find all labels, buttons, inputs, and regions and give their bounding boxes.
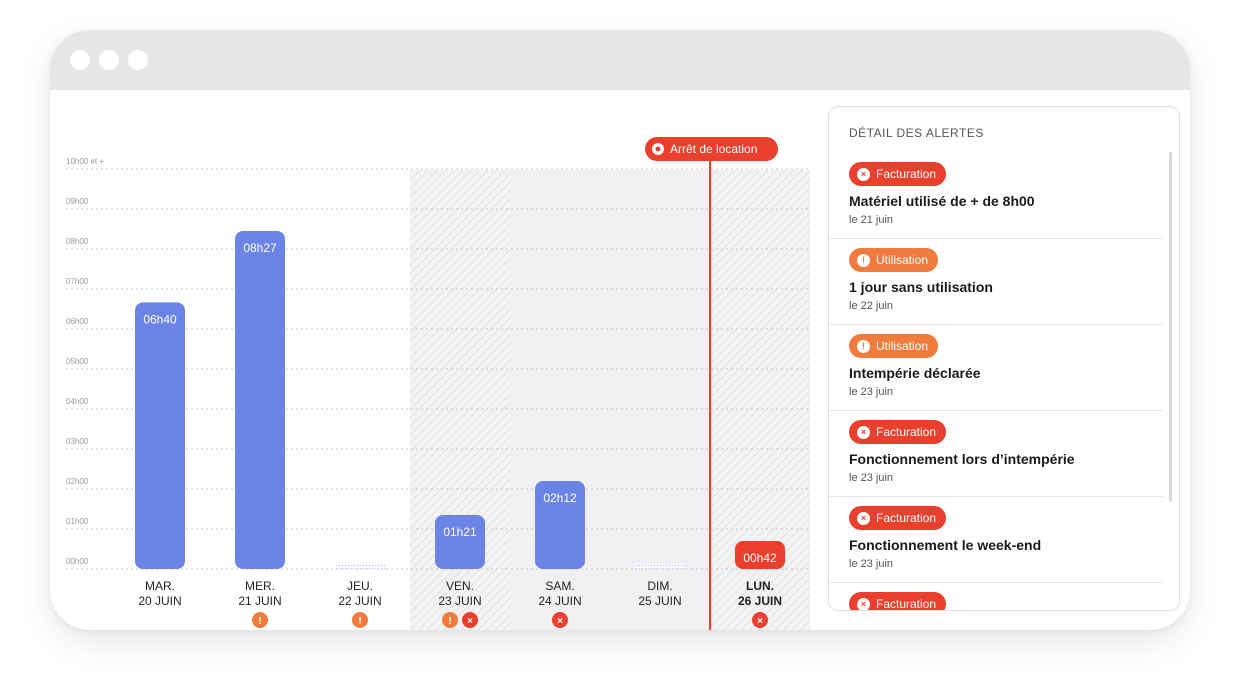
y-tick-label: 06h00	[66, 317, 89, 326]
bar-value-label: 02h12	[543, 491, 577, 505]
alert-badge-label: Utilisation	[876, 253, 929, 267]
error-icon	[752, 612, 768, 628]
y-tick-label: 08h00	[66, 237, 89, 246]
x-day-label: MAR.	[145, 579, 175, 593]
error-icon	[552, 612, 568, 628]
x-day-label: DIM.	[647, 579, 672, 593]
bar	[435, 515, 485, 569]
warning-icon: !	[857, 339, 870, 353]
alert-date: le 21 juin	[849, 214, 894, 226]
alert-badge: × Facturation	[849, 592, 947, 611]
bar	[535, 481, 585, 569]
x-date-label: 21 JUIN	[238, 594, 281, 608]
alert-badge: ! Utilisation	[849, 334, 939, 358]
x-date-label: 25 JUIN	[638, 594, 681, 608]
error-icon: ×	[857, 511, 870, 525]
bar-value-label: 00h42	[743, 551, 777, 565]
bar	[235, 231, 285, 569]
usage-chart: 00h00 01h00 02h00 03h00 04h00 05h00 06h00 07h00…	[50, 90, 820, 630]
warning-icon	[442, 612, 458, 628]
y-tick-label: 03h00	[66, 437, 89, 446]
alert-date: le 23 juin	[849, 386, 894, 398]
alert-date: le 22 juin	[849, 300, 894, 312]
x-date-label: 22 JUIN	[338, 594, 381, 608]
bar-empty	[335, 564, 385, 569]
alert-badge-label: Facturation	[876, 597, 937, 611]
bar	[135, 302, 185, 569]
alert-title: 1 jour sans utilisation	[849, 279, 993, 295]
alert-badge: × Facturation	[849, 162, 947, 186]
app-window: 00h00 01h00 02h00 03h00 04h00 05h00 06h00 07h00…	[50, 30, 1190, 630]
bar-empty	[635, 564, 685, 569]
y-tick-label: 04h00	[66, 397, 89, 406]
bar	[735, 541, 785, 569]
x-date-label: 23 JUIN	[438, 594, 481, 608]
bar-value-label: 01h21	[443, 525, 477, 539]
alert-item[interactable]: ! Utilisation Intempérie déclarée le 23 jui…	[829, 325, 1163, 411]
warning-icon	[352, 612, 368, 628]
alert-item[interactable]: ! Utilisation 1 jour sans utilisation le 22…	[829, 239, 1163, 325]
window-dot-2[interactable]	[99, 50, 119, 70]
alerts-panel: DÉTAIL DES ALERTES × Facturation Matériel …	[828, 106, 1180, 611]
alert-badge-label: Utilisation	[876, 339, 929, 353]
alert-badge: ! Utilisation	[849, 248, 939, 272]
scrollbar[interactable]	[1169, 152, 1172, 502]
rental-stop-badge	[645, 137, 778, 161]
error-icon: ×	[857, 425, 870, 439]
x-day-label: JEU.	[347, 579, 373, 593]
error-icon-glyph: ×	[757, 616, 763, 627]
x-day-label: LUN.	[746, 579, 774, 593]
error-icon: ×	[857, 597, 870, 610]
warning-icon-glyph: !	[448, 616, 451, 627]
error-icon: ×	[857, 167, 870, 181]
stop-icon-dot	[655, 146, 661, 152]
warning-icon-glyph: !	[258, 616, 261, 627]
y-tick-label: 02h00	[66, 477, 89, 486]
warning-icon	[252, 612, 268, 628]
alert-badge: × Facturation	[849, 506, 947, 530]
alert-item[interactable]: × Facturation Fonctionnement le week-end le…	[829, 497, 1163, 583]
rental-stop-label: Arrêt de location	[670, 142, 757, 156]
x-date-label: 24 JUIN	[538, 594, 581, 608]
alert-badge-label: Facturation	[876, 167, 937, 181]
alert-title: Fonctionnement le week-end	[849, 537, 1042, 553]
warning-icon: !	[857, 253, 870, 267]
bar-value-label: 08h27	[243, 241, 277, 255]
panel-title: DÉTAIL DES ALERTES	[849, 126, 984, 140]
alert-date: le 23 juin	[849, 558, 894, 570]
y-tick-label: 10h00 et +	[66, 157, 104, 166]
alert-item[interactable]: × Facturation	[829, 583, 1163, 611]
alert-badge: × Facturation	[849, 420, 947, 444]
x-date-label: 26 JUIN	[738, 594, 782, 608]
y-tick-label: 07h00	[66, 277, 89, 286]
y-tick-label: 09h00	[66, 197, 89, 206]
alert-date: le 23 juin	[849, 472, 894, 484]
alert-item[interactable]: × Facturation Fonctionnement lors d’intemp…	[829, 411, 1163, 497]
bar-value-label: 06h40	[143, 312, 177, 326]
y-tick-label: 00h00	[66, 557, 89, 566]
warning-icon-glyph: !	[358, 616, 361, 627]
alert-item[interactable]: × Facturation Matériel utilisé de + de 8h0…	[829, 153, 1163, 239]
title-bar	[50, 30, 1190, 90]
alert-badge-label: Facturation	[876, 511, 937, 525]
window-dot-1[interactable]	[70, 50, 90, 70]
y-tick-label: 05h00	[66, 357, 89, 366]
alert-title: Intempérie déclarée	[849, 365, 981, 381]
alerts-list: × Facturation Matériel utilisé de + de 8h0…	[829, 153, 1163, 611]
alert-title: Matériel utilisé de + de 8h00	[849, 193, 1035, 209]
window-dot-3[interactable]	[128, 50, 148, 70]
error-icon-glyph: ×	[467, 616, 473, 627]
alert-title: Fonctionnement lors d’intempérie	[849, 451, 1075, 467]
error-icon	[462, 612, 478, 628]
alert-badge-label: Facturation	[876, 425, 937, 439]
x-date-label: 20 JUIN	[138, 594, 181, 608]
y-tick-label: 01h00	[66, 517, 89, 526]
error-icon-glyph: ×	[557, 616, 563, 627]
x-day-label: MER.	[245, 579, 275, 593]
x-day-label: VEN.	[446, 579, 474, 593]
x-day-label: SAM.	[545, 579, 574, 593]
usage-chart-svg: 00h00 01h00 02h00 03h00 04h00 05h00 06h00 07h00…	[66, 137, 810, 630]
